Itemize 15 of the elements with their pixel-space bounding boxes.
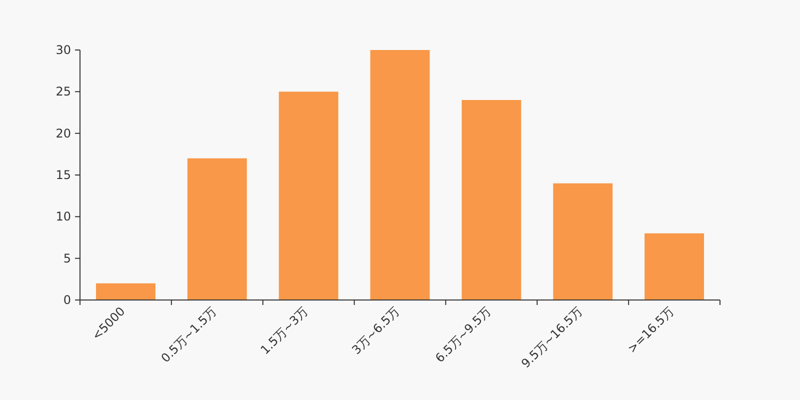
bar [553, 183, 613, 300]
bar [644, 233, 704, 300]
y-tick-label: 20 [56, 126, 71, 140]
bar [187, 158, 247, 300]
bar [96, 283, 156, 300]
y-tick-label: 5 [63, 251, 71, 266]
bar [462, 100, 522, 300]
y-tick-label: 25 [56, 84, 71, 99]
x-tick-label: 1.5万~3万 [258, 304, 311, 358]
y-tick-label: 15 [56, 168, 71, 182]
bar [370, 50, 430, 300]
y-tick-label: 30 [56, 43, 71, 57]
y-tick-label: 10 [56, 210, 71, 224]
bar [278, 92, 338, 300]
y-tick-label: 0 [63, 293, 71, 307]
